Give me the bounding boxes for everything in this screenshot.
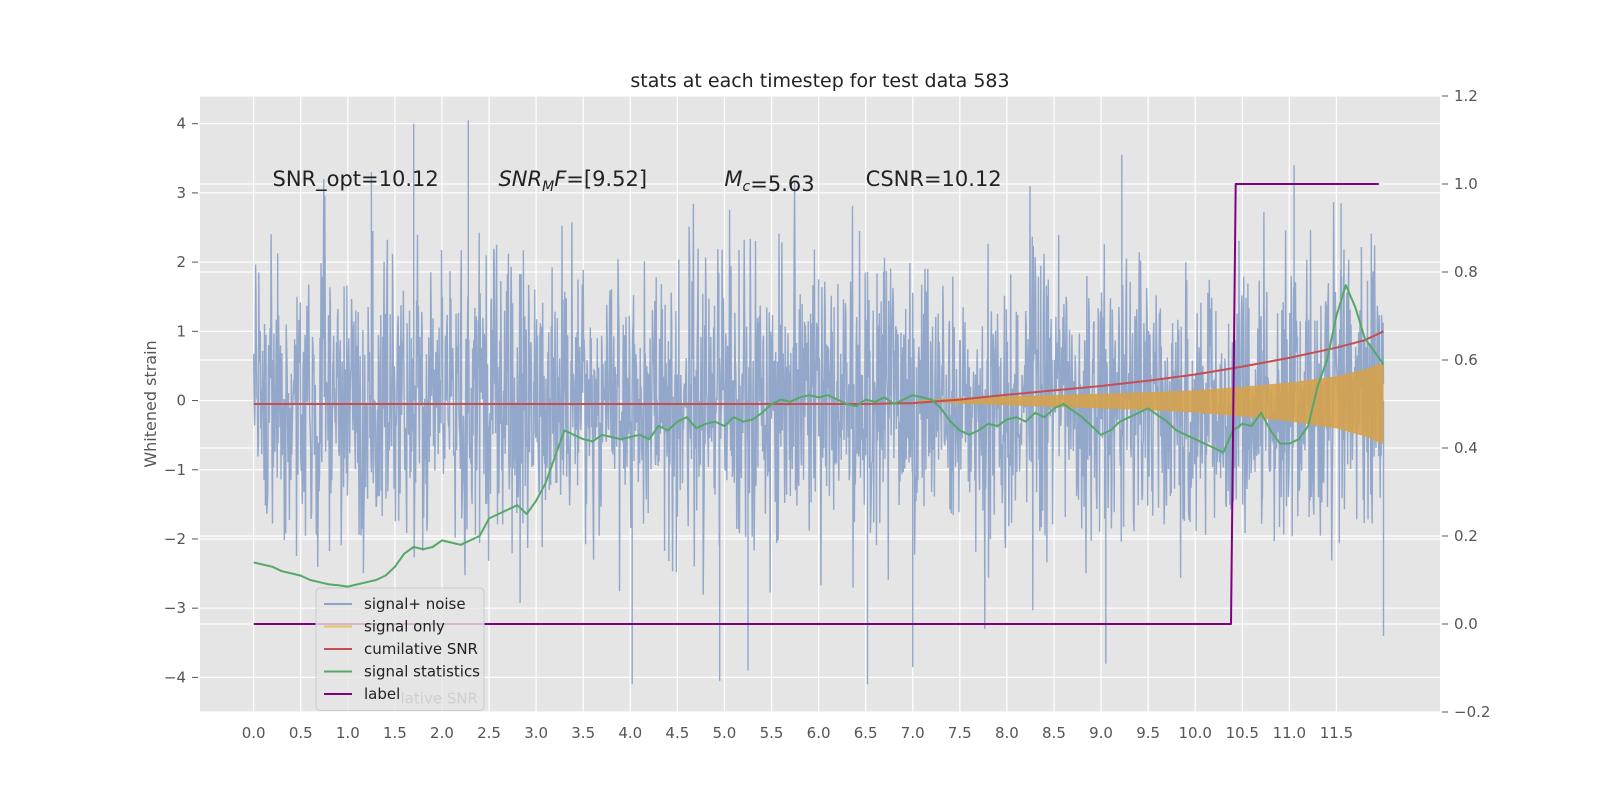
y2-tick-label: 0.2 bbox=[1454, 527, 1478, 545]
legend-label: cumilative SNR bbox=[364, 640, 478, 658]
y-tick-label: 2 bbox=[176, 253, 186, 271]
series-signal-only bbox=[912, 362, 1384, 445]
y2-tick-label: 0.4 bbox=[1454, 439, 1478, 457]
x-tick-label: 7.0 bbox=[901, 724, 925, 742]
x-tick-label: 1.5 bbox=[383, 724, 407, 742]
y2-tick-label: 1.2 bbox=[1454, 87, 1478, 105]
legend-label: label bbox=[364, 685, 400, 703]
annotation: SNR_opt=10.12 bbox=[272, 167, 438, 192]
y-axis-label: Whitened strain bbox=[141, 340, 160, 467]
y-tick-label: 3 bbox=[176, 184, 186, 202]
annotation: Mc=5.63 bbox=[724, 167, 814, 196]
plot-area bbox=[253, 120, 1385, 685]
x-tick-label: 10.5 bbox=[1226, 724, 1259, 742]
x-tick-label: 3.5 bbox=[571, 724, 595, 742]
y-tick-label: −4 bbox=[164, 668, 186, 686]
annotations: SNR_opt=10.12 SNRMF=[9.52] Mc=5.63 CSNR=10.… bbox=[272, 167, 1001, 196]
series-label bbox=[253, 183, 1379, 625]
annotation: SNRMF=[9.52] bbox=[498, 167, 647, 195]
y2-tick-label: 0.8 bbox=[1454, 263, 1478, 281]
x-tick-label: 6.0 bbox=[807, 724, 831, 742]
x-tick-label: 2.5 bbox=[477, 724, 501, 742]
legend-label: signal only bbox=[364, 618, 445, 636]
chart-title: stats at each timestep for test data 583 bbox=[630, 70, 1009, 92]
annotation: CSNR=10.12 bbox=[866, 167, 1002, 191]
y2-tick-label: 0.6 bbox=[1454, 351, 1478, 369]
x-tick-label: 5.0 bbox=[713, 724, 737, 742]
y-tick-label: 0 bbox=[176, 392, 186, 410]
legend-label: signal statistics bbox=[364, 663, 480, 681]
x-tick-label: 6.5 bbox=[854, 724, 878, 742]
x-tick-label: 9.5 bbox=[1136, 724, 1160, 742]
x-tick-label: 3.0 bbox=[524, 724, 548, 742]
y-tick-label: −1 bbox=[164, 461, 186, 479]
y-tick-label: 1 bbox=[176, 322, 186, 340]
axes: 0.0 0.5 1.0 1.5 2.0 2.5 3.0 3.5 4.0 4.5 5.0 5.5 6.0 6… bbox=[164, 87, 1491, 742]
y2-tick-label: −0.2 bbox=[1454, 703, 1490, 721]
x-tick-label: 0.0 bbox=[242, 724, 266, 742]
legend-box bbox=[315, 587, 485, 711]
x-tick-label: 0.5 bbox=[289, 724, 313, 742]
x-tick-label: 4.5 bbox=[665, 724, 689, 742]
x-tick-label: 8.5 bbox=[1042, 724, 1066, 742]
series-line bbox=[253, 183, 1379, 625]
signal-envelope bbox=[912, 362, 1384, 445]
x-tick-label: 9.0 bbox=[1089, 724, 1113, 742]
y2-tick-label: 1.0 bbox=[1454, 175, 1478, 193]
series-line bbox=[253, 284, 1385, 588]
y-tick-label: −3 bbox=[164, 599, 186, 617]
series-signal-statistics bbox=[253, 284, 1385, 588]
x-tick-label: 1.0 bbox=[336, 724, 360, 742]
y2-tick-label: 0.0 bbox=[1454, 615, 1478, 633]
x-tick-label: 11.0 bbox=[1273, 724, 1306, 742]
x-tick-label: 2.0 bbox=[430, 724, 454, 742]
legend-mask bbox=[362, 684, 402, 705]
x-tick-label: 10.0 bbox=[1178, 724, 1211, 742]
y-tick-label: 4 bbox=[176, 115, 186, 133]
x-tick-label: 8.0 bbox=[995, 724, 1019, 742]
legend-label: signal+ noise bbox=[364, 595, 466, 613]
y-tick-label: −2 bbox=[164, 530, 186, 548]
x-tick-label: 11.5 bbox=[1320, 724, 1353, 742]
x-tick-label: 4.0 bbox=[618, 724, 642, 742]
x-tick-label: 7.5 bbox=[948, 724, 972, 742]
x-tick-label: 5.5 bbox=[760, 724, 784, 742]
